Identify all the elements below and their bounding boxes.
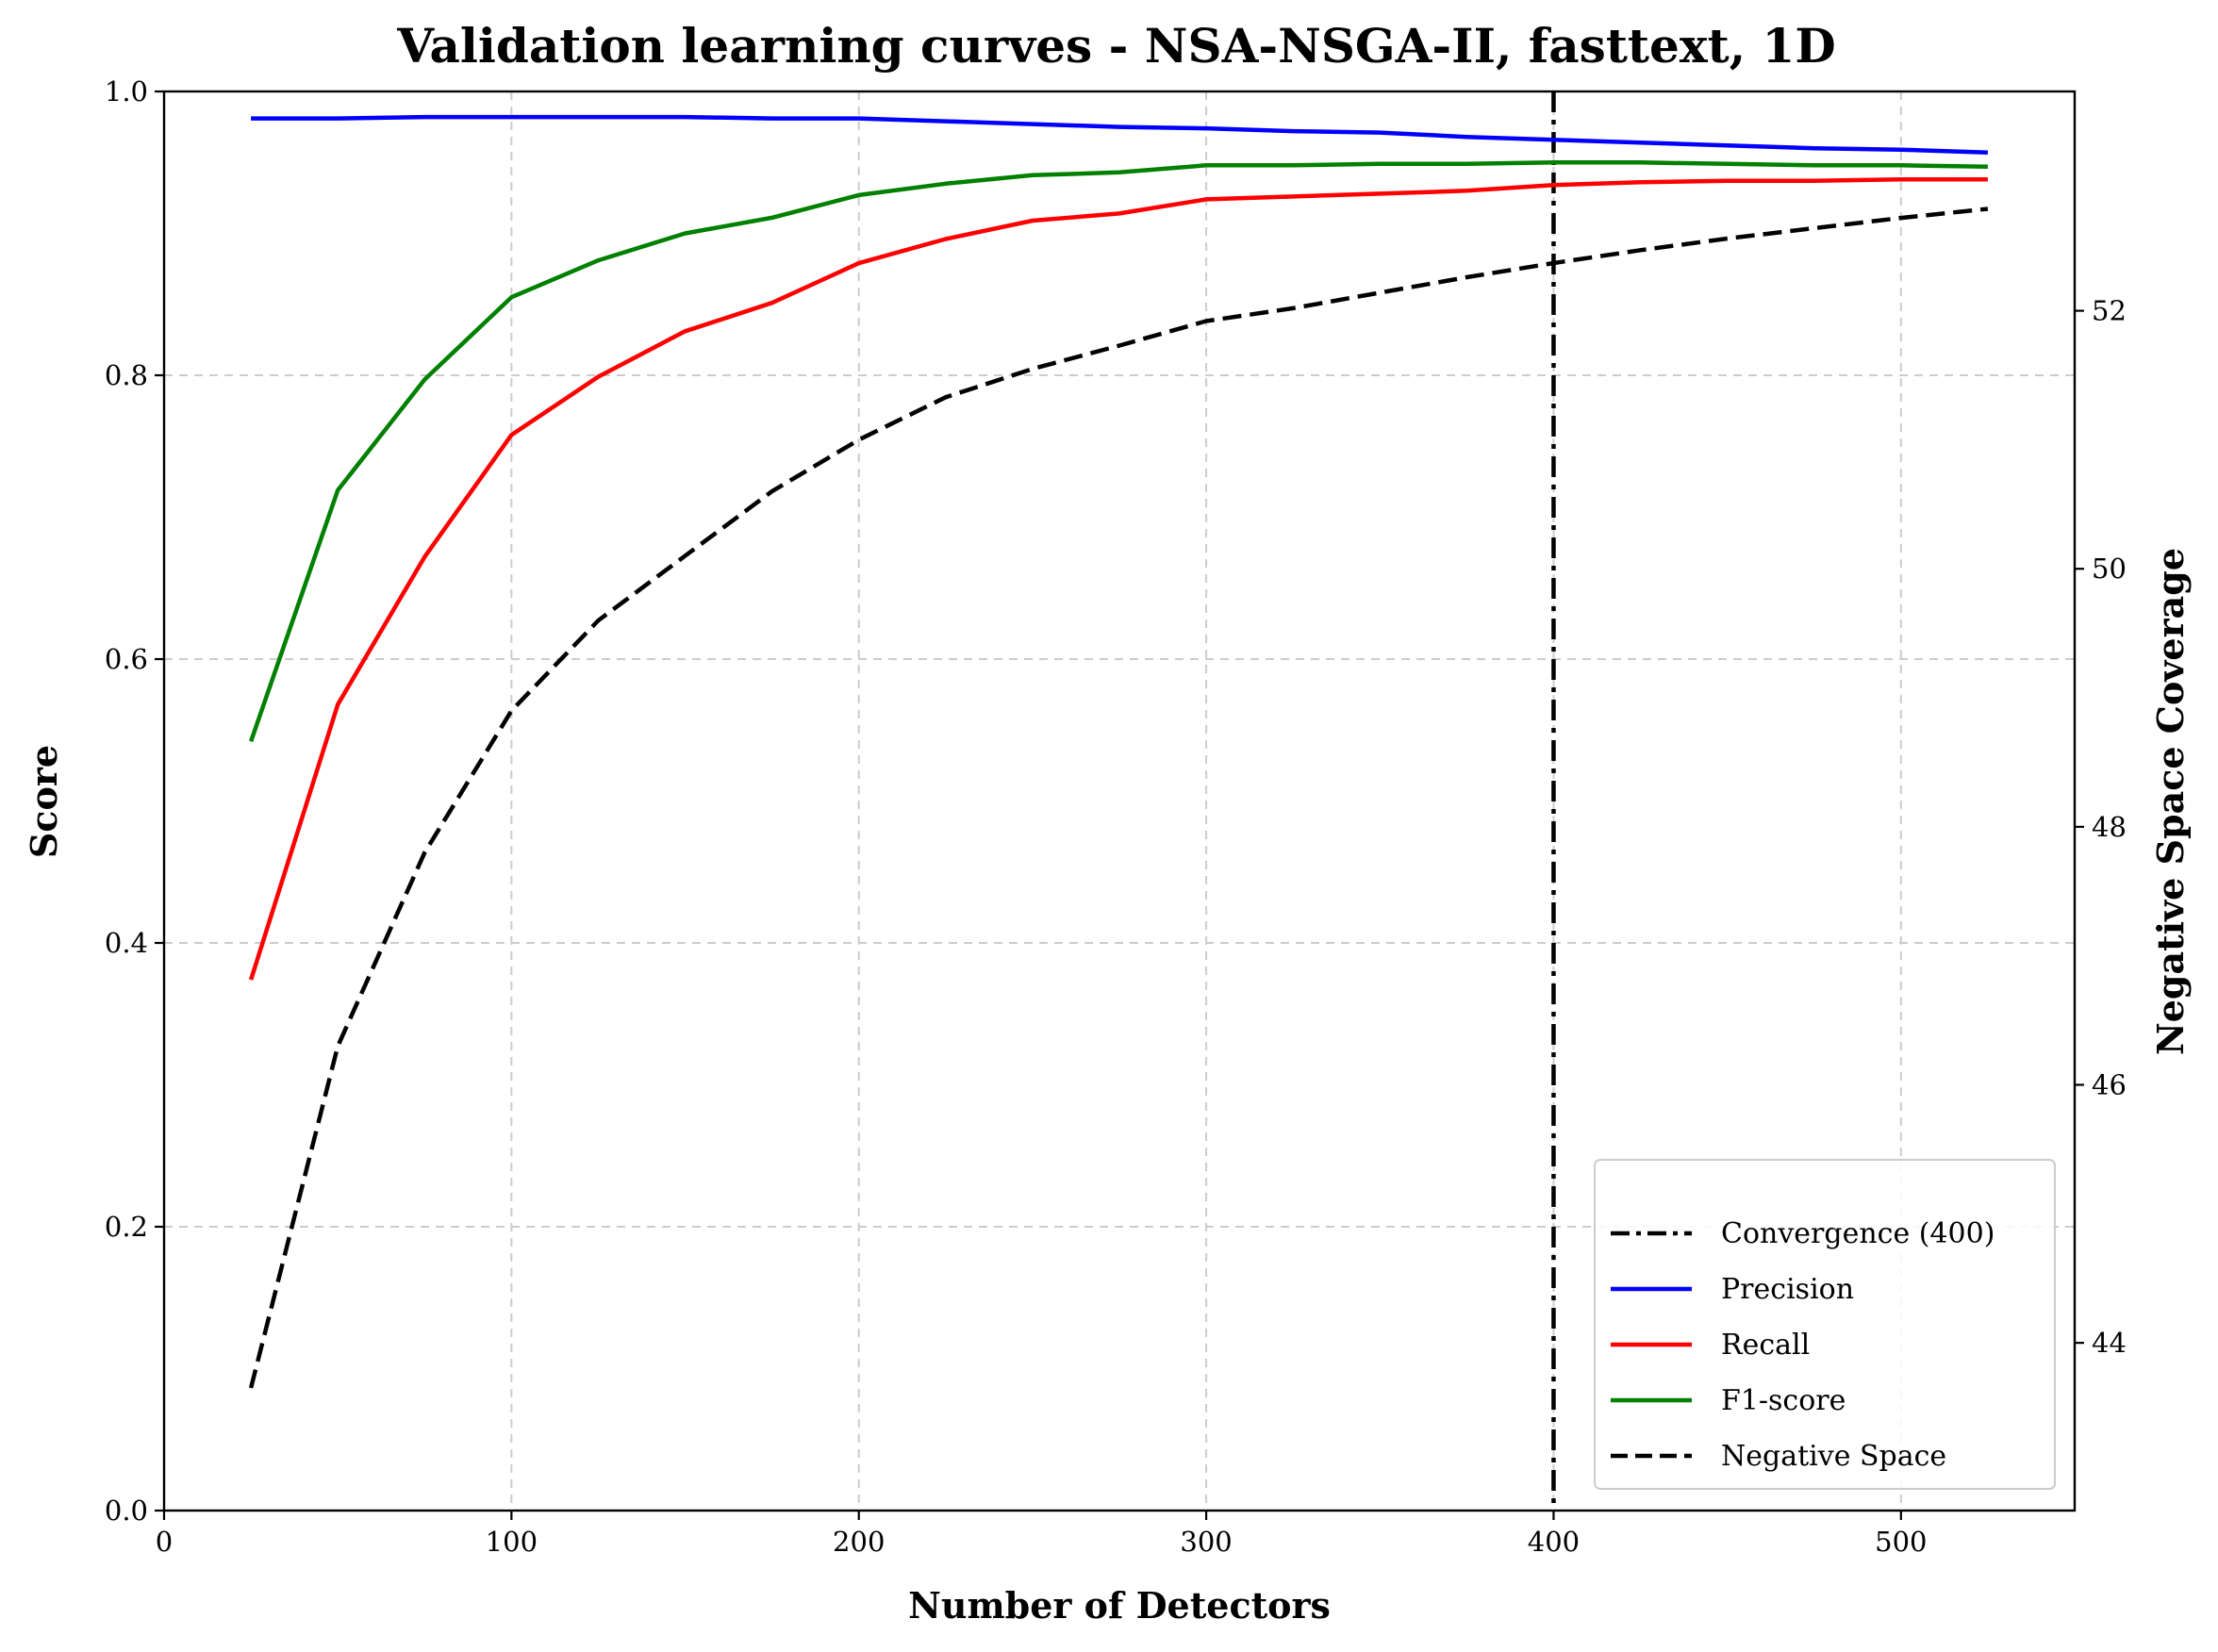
y2-axis-label: Negative Space Coverage (2149, 548, 2192, 1055)
series-line-f1-score (248, 160, 1988, 743)
y2-tick-label: 52 (2092, 295, 2127, 327)
series-lines (248, 114, 1989, 1389)
y-tick-label: 0.8 (105, 359, 148, 391)
y-tick-label: 0.6 (105, 643, 148, 675)
x-tick-label: 400 (1528, 1526, 1580, 1558)
x-tick-label: 100 (486, 1526, 538, 1558)
y-tick-label: 1.0 (105, 75, 148, 107)
legend-label: Precision (1721, 1273, 1854, 1306)
x-tick-label: 200 (833, 1526, 885, 1558)
chart-title: Validation learning curves - NSA-NSGA-II… (396, 18, 1835, 74)
legend: Convergence (400) Precision Recall F1-score… (1594, 1159, 2056, 1490)
plot-frame (162, 90, 2077, 1512)
series-line-negative-space (248, 206, 1989, 1389)
legend-label: Recall (1721, 1329, 1810, 1362)
y-tick-label: 0.4 (105, 927, 148, 959)
y-axis-ticks: 0.0 0.2 0.4 0.6 0.8 1.0 (105, 75, 164, 1527)
series-line-recall (248, 177, 1988, 981)
x-axis-ticks: 0 100 200 300 400 500 (156, 1511, 1927, 1558)
legend-label: Convergence (400) (1721, 1217, 1995, 1250)
x-tick-label: 500 (1875, 1526, 1927, 1558)
y2-axis-ticks: 44 46 48 50 52 (2075, 295, 2127, 1359)
x-tick-label: 0 (156, 1526, 173, 1558)
x-tick-label: 300 (1180, 1526, 1232, 1558)
y2-tick-label: 46 (2092, 1069, 2127, 1101)
series-line-precision (251, 114, 1988, 155)
y-axis-label: Score (23, 745, 65, 858)
y-tick-label: 0.0 (105, 1495, 148, 1527)
legend-label: F1-score (1721, 1384, 1846, 1417)
legend-label: Negative Space (1721, 1440, 1946, 1473)
y2-tick-label: 44 (2092, 1327, 2127, 1359)
y2-tick-label: 48 (2092, 811, 2127, 843)
legend-frame (1594, 1159, 2056, 1490)
y-tick-label: 0.2 (105, 1211, 148, 1243)
x-axis-label: Number of Detectors (908, 1584, 1331, 1627)
y2-tick-label: 50 (2092, 553, 2127, 585)
